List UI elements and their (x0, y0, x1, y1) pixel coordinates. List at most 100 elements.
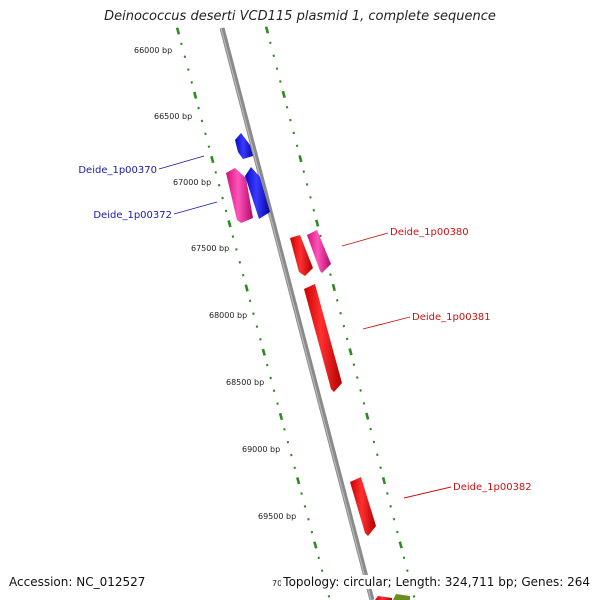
minor-tick (406, 569, 409, 572)
major-tick (381, 476, 387, 485)
minor-tick (290, 453, 293, 457)
connector-1p00382 (403, 486, 452, 499)
major-tick (193, 91, 198, 99)
major-tick (365, 412, 370, 420)
connector-1p00381 (362, 316, 411, 330)
minor-tick (372, 440, 376, 444)
minor-tick (183, 55, 187, 59)
gene-block-red-1p00382[interactable] (350, 477, 376, 536)
major-tick (298, 155, 303, 163)
minor-tick (312, 208, 316, 212)
gene-label-1p00372[interactable]: Deide_1p00372 (93, 210, 172, 221)
tick-label-67000: 67000 bp (173, 178, 211, 187)
gene-block-red-1p00381[interactable] (304, 284, 342, 392)
gene-block-blue-1p00372[interactable] (245, 167, 270, 219)
gene-label-1p00380[interactable]: Deide_1p00380 (390, 227, 469, 238)
minor-tick (319, 234, 322, 238)
minor-tick (386, 492, 389, 495)
gene-label-1p00370[interactable]: Deide_1p00370 (78, 165, 157, 176)
minor-tick (310, 530, 314, 534)
minor-tick (302, 170, 305, 173)
minor-tick (292, 131, 295, 135)
minor-tick (376, 453, 379, 457)
major-tick (398, 541, 403, 549)
gene-block-red-1p00380[interactable] (290, 235, 313, 276)
minor-tick (259, 338, 262, 341)
major-tick (313, 541, 318, 549)
gene-label-1p00381[interactable]: Deide_1p00381 (412, 312, 491, 323)
minor-tick (286, 440, 290, 444)
minor-tick (335, 299, 339, 302)
minor-tick (342, 324, 346, 328)
right-strand-genes (290, 230, 410, 600)
minor-tick (289, 118, 292, 122)
tick-label-70000: 70 (272, 579, 282, 588)
minor-tick (402, 556, 406, 560)
tick-label-69500: 69500 bp (258, 512, 296, 521)
minor-tick (327, 595, 331, 598)
minor-tick (248, 299, 252, 303)
minor-tick (362, 402, 366, 405)
gene-label-1p00382[interactable]: Deide_1p00382 (453, 482, 532, 493)
gene-labels: Deide_1p00370 Deide_1p00372 Deide_1p0038… (78, 165, 531, 493)
minor-tick (224, 209, 228, 213)
minor-tick (269, 376, 272, 380)
minor-tick (293, 466, 296, 470)
minor-tick (197, 106, 200, 110)
minor-tick (320, 569, 324, 572)
gene-block-red-bottom (375, 596, 392, 600)
gene-block-olive-bottom (393, 594, 410, 600)
major-tick (296, 477, 301, 485)
minor-tick (235, 248, 238, 251)
major-tick (261, 348, 266, 356)
minor-tick (317, 556, 320, 560)
minor-tick (204, 132, 207, 136)
minor-tick (329, 273, 332, 276)
minor-tick (207, 145, 211, 148)
minor-tick (255, 325, 259, 328)
right-tick-track (264, 26, 416, 598)
major-tick (331, 283, 336, 292)
major-tick (175, 27, 181, 35)
tick-label-67500: 67500 bp (191, 244, 229, 253)
minor-tick (238, 260, 242, 264)
minor-tick (266, 363, 269, 367)
topology-text: Topology: circular; Length: 324,711 bp; … (281, 575, 590, 589)
minor-tick (285, 105, 289, 109)
gene-block-pink-1p00372[interactable] (226, 168, 253, 223)
minor-tick (359, 389, 362, 392)
minor-tick (309, 196, 312, 199)
major-tick (264, 26, 270, 34)
gene-block-pink-1p00380[interactable] (307, 230, 331, 273)
minor-tick (217, 183, 221, 187)
minor-tick (200, 119, 204, 123)
minor-tick (190, 81, 193, 84)
minor-tick (276, 402, 279, 405)
minor-tick (307, 517, 310, 521)
minor-tick (339, 311, 342, 315)
minor-tick (269, 41, 272, 45)
minor-tick (272, 54, 275, 58)
gene-block-blue-small[interactable] (235, 133, 253, 159)
major-tick (210, 155, 215, 164)
connector-1p00380 (341, 232, 389, 247)
minor-tick (241, 273, 245, 277)
left-tick-track (175, 27, 331, 598)
minor-tick (214, 171, 217, 174)
minor-tick (295, 144, 299, 148)
minor-tick (412, 595, 416, 598)
minor-tick (352, 363, 356, 367)
major-tick (348, 348, 353, 356)
minor-tick (187, 68, 190, 71)
major-tick (278, 412, 284, 421)
minor-tick (303, 505, 307, 508)
minor-tick (221, 196, 224, 200)
map-title: Deinococcus deserti VCD115 plasmid 1, co… (104, 9, 496, 24)
minor-tick (356, 376, 359, 379)
major-tick (281, 90, 286, 99)
tick-label-68000: 68000 bp (209, 311, 247, 320)
tick-label-68500: 68500 bp (226, 378, 264, 387)
minor-tick (283, 428, 286, 431)
tick-label-66500: 66500 bp (154, 112, 192, 121)
minor-tick (300, 492, 303, 495)
